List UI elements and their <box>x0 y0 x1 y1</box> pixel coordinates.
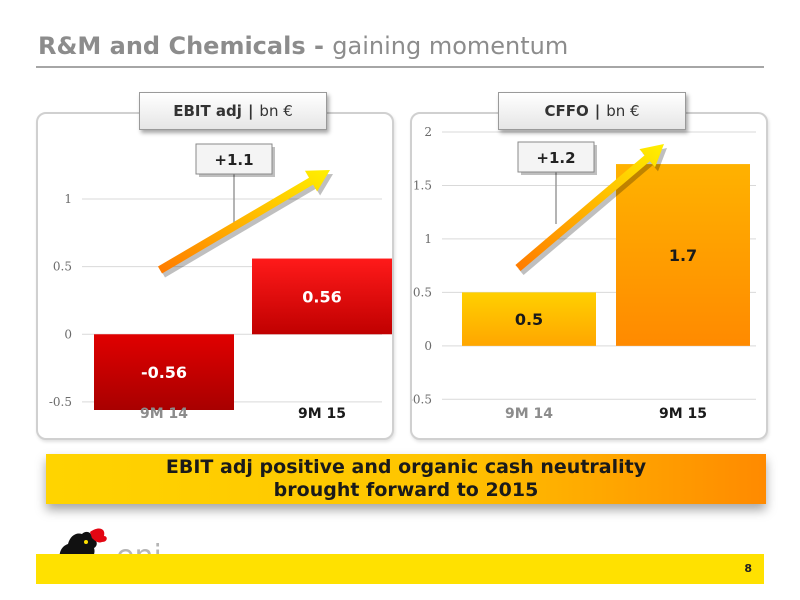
footer-band: 8 <box>36 554 764 584</box>
cffo-category-label-0: 9M 14 <box>505 406 553 422</box>
cffo-ytick-label: 0.5 <box>413 285 432 299</box>
cffo-growth-arrow <box>515 144 664 272</box>
cffo-ytick-label: -0.5 <box>412 392 432 406</box>
ebit-category-label-0: 9M 14 <box>140 406 188 422</box>
ebit-ytick-label: 0 <box>64 327 72 341</box>
cffo-delta-box <box>517 141 595 173</box>
ebit-ytick-label: 1 <box>64 192 72 206</box>
ebit-ytick-label: 0.5 <box>53 260 72 274</box>
cffo-chart-tag: CFFO | bn € <box>498 92 686 130</box>
ebit-chart-panel: -0.5 0 0.5 1 -0.56 9M 14 0.56 9M 15 +1.1 <box>36 112 394 440</box>
cffo-tag-separator: | <box>594 102 601 120</box>
cffo-ytick-label: 1.5 <box>413 178 432 192</box>
cffo-ytick-label: 1 <box>424 232 432 246</box>
ebit-bar-label-0: -0.56 <box>141 363 187 382</box>
cffo-bar-label-0: 0.5 <box>515 310 543 329</box>
page-number: 8 <box>744 562 752 575</box>
cffo-bar-0 <box>462 292 596 346</box>
cffo-chart-panel: -0.5 0 0.5 1 1.5 2 0.5 9M 14 1.7 9M 15 +1.2 <box>410 112 768 440</box>
slide-title: R&M and Chemicals - gaining momentum <box>38 32 568 60</box>
cffo-chart: -0.5 0 0.5 1 1.5 2 0.5 9M 14 1.7 9M 15 +1.2 <box>412 125 756 422</box>
cffo-tag-metric: CFFO <box>544 102 589 120</box>
ebit-delta-box <box>195 143 273 175</box>
ebit-bar-1 <box>252 258 392 335</box>
ebit-growth-arrow <box>157 170 330 274</box>
cffo-delta-label: +1.2 <box>536 149 575 167</box>
banner-line-2: brought forward to 2015 <box>273 479 539 501</box>
cffo-growth-arrow-shadow <box>518 148 667 276</box>
ebit-bar-0 <box>94 334 234 410</box>
ebit-growth-arrow-shadow <box>160 174 333 278</box>
ebit-chart-tag: EBIT adj | bn € <box>139 92 327 130</box>
cffo-ytick-label: 0 <box>424 339 432 353</box>
ebit-tag-unit: bn € <box>259 102 293 120</box>
cffo-tag-unit: bn € <box>606 102 640 120</box>
ebit-tag-separator: | <box>247 102 254 120</box>
title-bold: R&M and Chemicals - <box>38 32 333 60</box>
ebit-ytick-label: -0.5 <box>49 395 72 409</box>
ebit-delta-label: +1.1 <box>214 151 253 169</box>
cffo-bar-label-1: 1.7 <box>669 246 697 265</box>
cffo-category-label-1: 9M 15 <box>659 406 707 422</box>
cffo-bar-1 <box>616 164 750 346</box>
ebit-tag-metric: EBIT adj <box>173 102 242 120</box>
ebit-chart: -0.5 0 0.5 1 -0.56 9M 14 0.56 9M 15 +1.1 <box>49 143 392 422</box>
ebit-bar-label-1: 0.56 <box>302 287 341 306</box>
title-divider <box>36 66 764 68</box>
title-rest: gaining momentum <box>332 32 569 60</box>
banner-line-1: EBIT adj positive and organic cash neutr… <box>165 456 647 478</box>
conclusion-banner: EBIT adj positive and organic cash neutr… <box>46 454 766 504</box>
ebit-category-label-1: 9M 15 <box>298 406 346 422</box>
cffo-ytick-label: 2 <box>424 125 432 139</box>
